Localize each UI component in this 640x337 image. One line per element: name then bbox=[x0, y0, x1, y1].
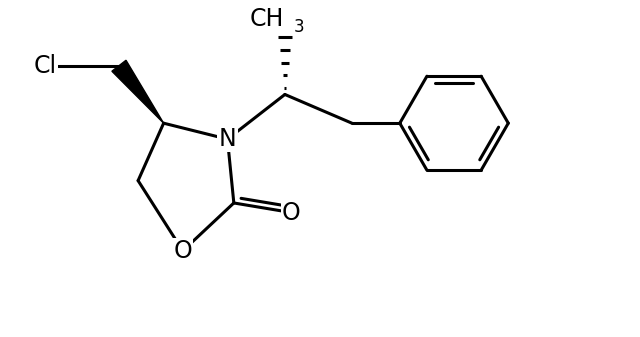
Text: 3: 3 bbox=[294, 19, 304, 36]
Text: Cl: Cl bbox=[34, 54, 57, 78]
Polygon shape bbox=[112, 60, 164, 123]
Text: O: O bbox=[282, 201, 301, 224]
Text: O: O bbox=[173, 239, 192, 263]
Text: N: N bbox=[219, 127, 236, 151]
Text: CH: CH bbox=[249, 7, 284, 31]
